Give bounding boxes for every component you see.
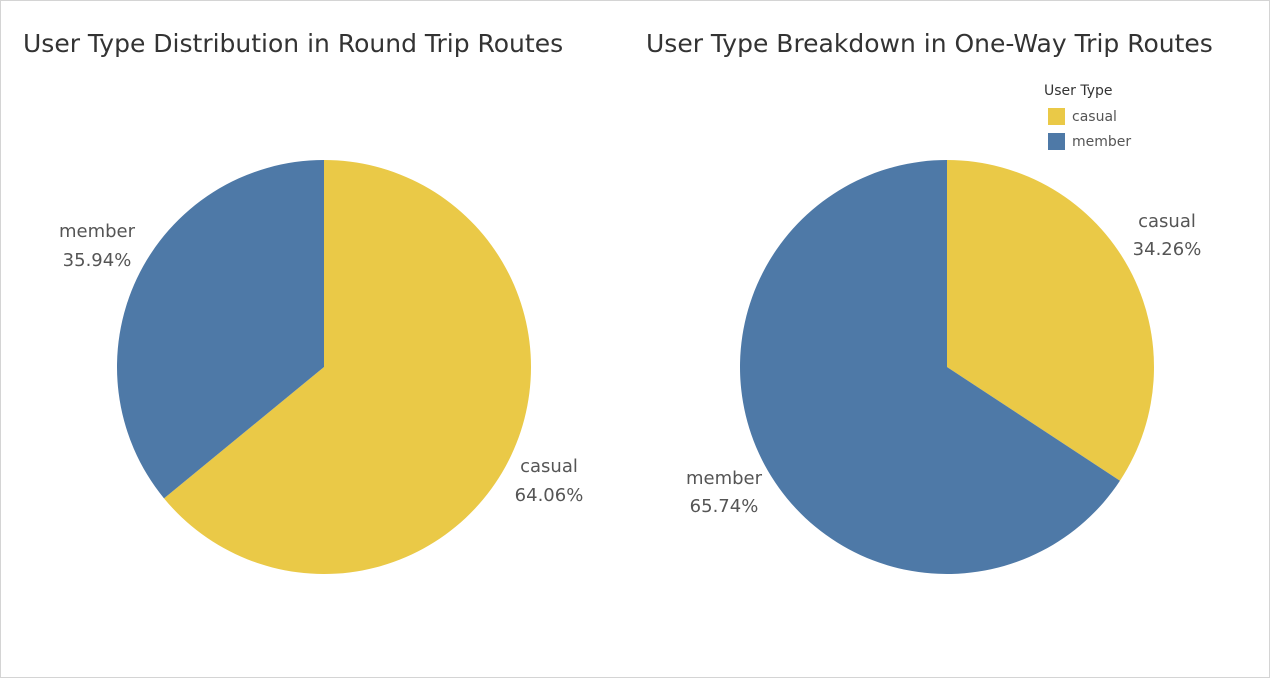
slice-category-label-member: member	[686, 468, 763, 489]
legend-swatch-casual	[1048, 108, 1065, 125]
legend-swatch-member	[1048, 133, 1065, 150]
pie-slice-round-trip-member[interactable]	[117, 160, 324, 499]
slice-percent-label-member: 65.74%	[690, 496, 759, 517]
legend-item-member[interactable]: member	[1044, 129, 1131, 154]
pie-slice-one-way-member[interactable]	[740, 160, 1120, 574]
chart-title-one-way: User Type Breakdown in One-Way Trip Rout…	[646, 29, 1213, 58]
legend-item-casual[interactable]: casual	[1044, 104, 1131, 129]
legend-label-casual: casual	[1072, 108, 1117, 125]
slice-category-label-casual: casual	[1138, 211, 1196, 232]
slice-percent-label-member: 35.94%	[63, 250, 132, 271]
chart-title-round-trip: User Type Distribution in Round Trip Rou…	[23, 29, 564, 58]
legend: User Type casual member	[1044, 83, 1131, 154]
legend-title: User Type	[1044, 83, 1113, 99]
slice-category-label-member: member	[59, 221, 136, 242]
pie-slice-one-way-casual[interactable]	[947, 160, 1154, 481]
legend-label-member: member	[1072, 133, 1132, 150]
pie-slice-round-trip-casual[interactable]	[164, 160, 532, 574]
slice-category-label-casual: casual	[520, 456, 578, 477]
slice-percent-label-casual: 64.06%	[515, 485, 584, 506]
slice-percent-label-casual: 34.26%	[1133, 239, 1202, 260]
